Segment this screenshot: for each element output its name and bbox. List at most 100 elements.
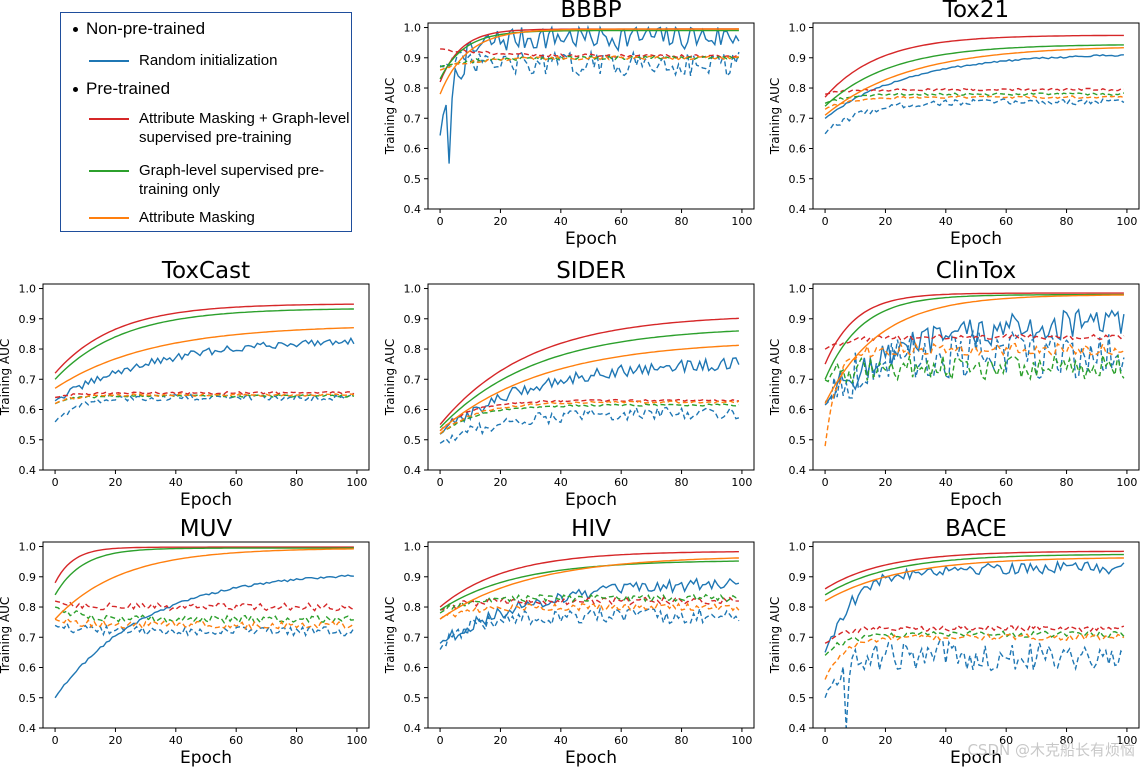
y-axis-label: Training AUC (768, 339, 782, 417)
y-axis-label: Training AUC (768, 597, 782, 675)
y-tick-label: 0.4 (404, 203, 422, 216)
y-tick-label: 0.9 (404, 52, 422, 65)
series-line (54, 390, 355, 399)
x-tick-label: 60 (229, 734, 243, 747)
series-line (54, 548, 354, 620)
x-axis-label: Epoch (950, 748, 1002, 768)
series-line (54, 547, 354, 596)
series-line (824, 54, 1124, 119)
y-tick-label: 0.6 (789, 404, 807, 417)
x-axis-label: Epoch (180, 748, 232, 768)
series-line (439, 405, 740, 444)
series-line (439, 560, 739, 611)
series-line (824, 47, 1124, 116)
x-tick-label: 20 (878, 476, 892, 489)
axes-frame (812, 22, 1140, 210)
y-tick-label: 1.0 (404, 22, 422, 35)
y-tick-label: 0.8 (789, 601, 807, 614)
x-tick-label: 0 (52, 734, 59, 747)
chart-bace: BACE 0 20 40 60 80 100 0.4 0.5 0.6 0.7 0.8 0.9 1.0 Epo… (768, 516, 1140, 768)
x-axis-label: Epoch (565, 229, 617, 249)
legend-swatch-blue (89, 60, 129, 62)
x-tick-label: 20 (493, 476, 507, 489)
y-tick-label: 0.6 (19, 662, 37, 675)
x-tick-label: 100 (731, 476, 752, 489)
x-tick-label: 20 (878, 734, 892, 747)
chart-toxcast: ToxCast 0 20 40 60 80 100 0.4 0.5 0.6 0.7 0.8 0.9 1.0… (0, 258, 370, 510)
y-tick-label: 1.0 (404, 541, 422, 554)
y-tick-label: 0.9 (404, 313, 422, 326)
series-line (824, 624, 1125, 644)
series-line (824, 353, 1125, 384)
y-tick-label: 0.5 (789, 692, 807, 705)
y-tick-label: 0.8 (404, 601, 422, 614)
x-tick-label: 100 (731, 734, 752, 747)
x-axis-label: Epoch (950, 490, 1002, 510)
x-tick-label: 20 (108, 734, 122, 747)
y-tick-label: 0.7 (789, 112, 807, 125)
series-line (824, 559, 1125, 653)
series-line (439, 330, 739, 429)
y-tick-label: 0.4 (789, 722, 807, 735)
legend: Non-pre-trained Random initialization Pr… (60, 12, 352, 232)
y-tick-label: 1.0 (19, 283, 37, 296)
series-line (54, 600, 355, 612)
y-tick-label: 0.9 (789, 571, 807, 584)
chart-title: ClinTox (936, 258, 1017, 284)
series-line (824, 557, 1124, 602)
axes-frame (812, 541, 1140, 729)
y-tick-label: 0.7 (404, 631, 422, 644)
y-tick-label: 0.6 (789, 662, 807, 675)
series-line (824, 98, 1125, 135)
y-tick-label: 0.9 (19, 571, 37, 584)
y-axis-label: Training AUC (768, 78, 782, 156)
y-tick-label: 0.9 (789, 52, 807, 65)
series-line (54, 622, 355, 638)
series-line (824, 34, 1124, 98)
chart-bbbp: BBBP 0 20 40 60 80 100 0.4 0.5 0.6 0.7 0.8 0.9 1.0 Epo… (383, 0, 755, 249)
x-tick-label: 100 (346, 734, 367, 747)
y-tick-label: 1.0 (789, 541, 807, 554)
legend-swatch-red (89, 118, 129, 120)
y-tick-label: 0.6 (404, 662, 422, 675)
series-line (824, 553, 1124, 596)
y-tick-label: 0.6 (19, 404, 37, 417)
x-tick-label: 40 (554, 734, 568, 747)
chart-title: ToxCast (161, 258, 250, 284)
x-tick-label: 20 (493, 734, 507, 747)
x-tick-label: 40 (554, 215, 568, 228)
series-line (439, 551, 739, 608)
x-tick-label: 100 (1116, 215, 1137, 228)
x-tick-label: 100 (1116, 476, 1137, 489)
series-line (439, 24, 740, 164)
y-tick-label: 1.0 (789, 22, 807, 35)
bullet-icon (73, 87, 78, 93)
x-axis-label: Epoch (565, 748, 617, 768)
x-tick-label: 0 (437, 215, 444, 228)
chart-muv: MUV 0 20 40 60 80 100 0.4 0.5 0.6 0.7 0.8 0.9 1.0 Epoc… (0, 516, 370, 768)
series-line (54, 574, 354, 699)
x-tick-label: 60 (999, 734, 1013, 747)
y-tick-label: 0.9 (789, 313, 807, 326)
x-tick-label: 0 (822, 734, 829, 747)
chart-title: HIV (571, 516, 611, 542)
y-tick-label: 0.6 (789, 143, 807, 156)
series-line (439, 400, 740, 435)
series-line (439, 317, 739, 426)
y-tick-label: 0.5 (19, 434, 37, 447)
y-tick-label: 1.0 (789, 283, 807, 296)
x-tick-label: 60 (999, 476, 1013, 489)
x-tick-label: 60 (999, 215, 1013, 228)
series-line (824, 639, 1125, 729)
x-tick-label: 40 (169, 476, 183, 489)
series-line (439, 49, 740, 78)
chart-title: BBBP (560, 0, 621, 23)
series-line (54, 393, 355, 405)
chart-hiv: HIV 0 20 40 60 80 100 0.4 0.5 0.6 0.7 0.8 0.9 1.0 Epoc… (383, 516, 755, 768)
y-tick-label: 0.4 (19, 464, 37, 477)
y-axis-label: Training AUC (383, 597, 397, 675)
y-tick-label: 0.7 (19, 631, 37, 644)
x-tick-label: 40 (939, 476, 953, 489)
x-axis-label: Epoch (565, 490, 617, 510)
chart-title: SIDER (556, 258, 626, 284)
